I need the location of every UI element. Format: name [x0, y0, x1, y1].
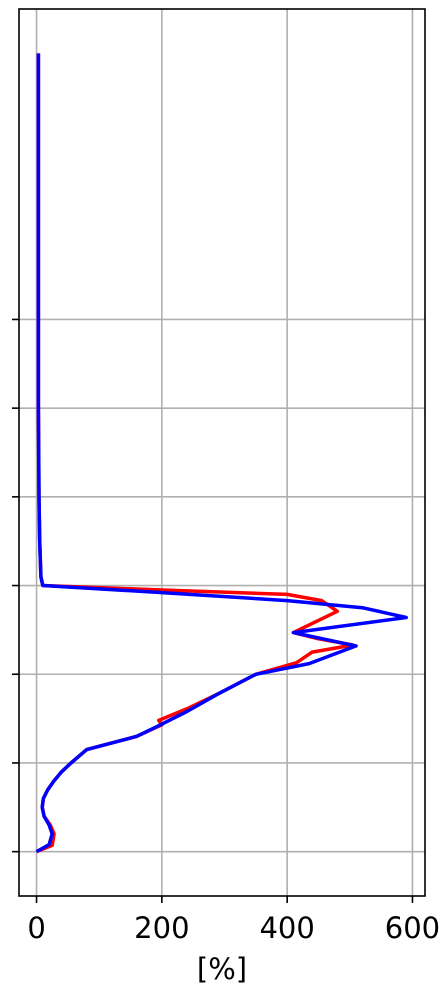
x-tick-label: 200 [134, 911, 189, 945]
x-tick-label: 0 [27, 911, 45, 945]
plot-area [35, 53, 408, 854]
series-line-2 [35, 53, 408, 854]
axis-ticks: 0 200 400 600 [12, 318, 440, 945]
x-tick-label: 400 [259, 911, 314, 945]
axes-frame [18, 8, 426, 897]
series-line-1 [35, 53, 355, 854]
x-tick-label: 600 [385, 911, 440, 945]
grid [19, 9, 425, 896]
x-axis-label: [%] [197, 952, 247, 986]
